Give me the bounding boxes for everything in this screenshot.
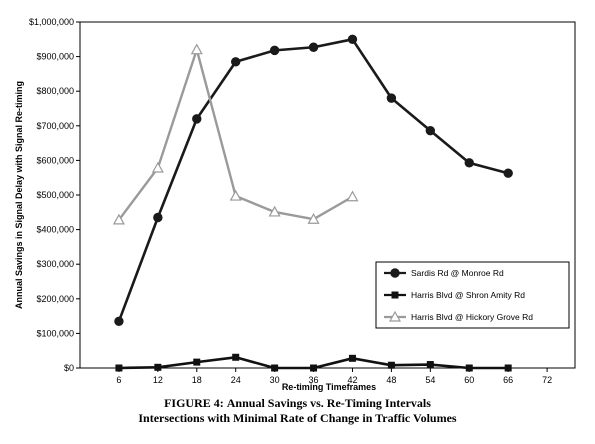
legend-box [375, 261, 570, 329]
legend-entry: Harris Blvd @ Hickory Grove Rd [384, 310, 533, 322]
x-tick-label: 42 [347, 375, 357, 385]
data-point-circle [425, 125, 436, 136]
y-axis: $0 $100,000 $200,000 $300,000 $400,000 $500,0… [29, 17, 80, 373]
x-tick-label: 66 [503, 375, 513, 385]
data-point-square [504, 364, 512, 372]
legend-entry: Harris Blvd @ Shron Amity Rd [384, 290, 525, 300]
y-tick-label: $200,000 [36, 294, 74, 304]
y-tick-label: $800,000 [36, 86, 74, 96]
data-point-triangle [346, 190, 359, 202]
series-layer [112, 34, 513, 372]
data-point-circle [192, 114, 202, 124]
data-point-circle [503, 168, 513, 178]
series-2 [115, 353, 512, 372]
data-point-square [193, 358, 201, 366]
y-tick-label: $400,000 [36, 225, 74, 235]
data-point-triangle [388, 310, 402, 322]
x-tick-label: 18 [192, 375, 202, 385]
data-point-circle [269, 45, 280, 56]
data-point-square [426, 361, 434, 369]
y-tick-label: $500,000 [36, 190, 74, 200]
data-point-circle [114, 316, 124, 326]
x-tick-label: 12 [153, 375, 163, 385]
y-tick-label: $100,000 [36, 328, 74, 338]
data-point-triangle [112, 213, 125, 225]
data-point-circle [386, 93, 397, 103]
x-tick-label: 6 [116, 375, 121, 385]
data-point-square [115, 364, 123, 372]
legend-label: Harris Blvd @ Shron Amity Rd [411, 290, 525, 300]
x-tick-label: 48 [386, 375, 396, 385]
x-axis-title: Re-timing Timeframes [282, 382, 376, 392]
data-point-square [387, 361, 395, 369]
data-point-circle [347, 34, 358, 44]
data-point-square [310, 364, 318, 372]
x-tick-label: 72 [542, 375, 552, 385]
x-tick-label: 24 [231, 375, 241, 385]
legend-label: Harris Blvd @ Hickory Grove Rd [411, 312, 533, 322]
y-tick-label: $700,000 [36, 121, 74, 131]
caption-title: Annual Savings vs. Re-Timing Intervals [226, 396, 431, 410]
data-point-square [232, 353, 240, 361]
data-point-circle [308, 42, 319, 52]
data-point-circle [390, 268, 400, 278]
x-tick-label: 36 [309, 375, 319, 385]
legend-entry: Sardis Rd @ Monroe Rd [384, 268, 504, 278]
data-point-square [391, 291, 399, 299]
figure-caption: FIGURE 4: Annual Savings vs. Re-Timing I… [0, 396, 595, 426]
series-3 [112, 43, 359, 225]
x-tick-label: 54 [425, 375, 435, 385]
data-point-square [271, 364, 279, 372]
y-tick-label: $300,000 [36, 259, 74, 269]
legend-label: Sardis Rd @ Monroe Rd [411, 268, 504, 278]
line-chart: $0 $100,000 $200,000 $300,000 $400,000 $500,0… [14, 17, 576, 392]
data-point-circle [153, 212, 163, 223]
data-point-triangle [268, 205, 281, 217]
data-point-square [465, 364, 473, 372]
data-point-square [348, 354, 356, 362]
data-point-triangle [151, 161, 164, 173]
y-tick-label: $1,000,000 [29, 17, 74, 27]
caption-line-2: Intersections with Minimal Rate of Chang… [138, 411, 457, 425]
data-point-circle [231, 57, 241, 67]
x-tick-label: 60 [464, 375, 474, 385]
y-axis-title: Annual Savings in Signal Delay with Sign… [14, 81, 24, 309]
series-1 [114, 34, 513, 326]
data-point-triangle [307, 212, 320, 224]
y-tick-label: $900,000 [36, 52, 74, 62]
caption-line-1: FIGURE 4: Annual Savings vs. Re-Timing I… [0, 396, 595, 411]
y-tick-label: $600,000 [36, 155, 74, 165]
data-point-triangle [190, 43, 203, 55]
y-tick-label: $0 [64, 363, 74, 373]
data-point-square [154, 363, 162, 371]
data-point-circle [464, 158, 474, 168]
data-point-triangle [229, 189, 242, 201]
x-tick-label: 30 [270, 375, 280, 385]
figure-label: FIGURE 4: [164, 396, 224, 410]
legend: Sardis Rd @ Monroe Rd Harris Blvd @ Shron… [375, 261, 570, 329]
